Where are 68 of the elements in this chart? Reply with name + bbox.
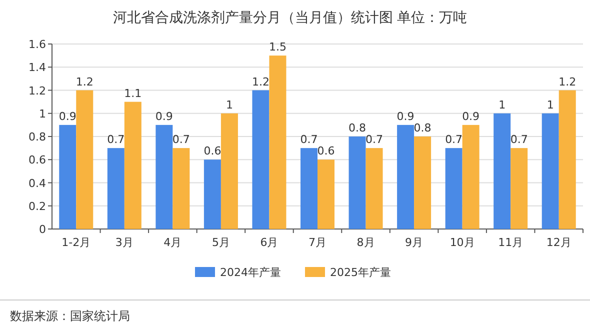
bar bbox=[318, 160, 334, 229]
bar bbox=[252, 90, 270, 229]
bar bbox=[269, 56, 286, 229]
data-label: 0.8 bbox=[348, 122, 366, 134]
x-tick-label: 6月 bbox=[260, 236, 278, 249]
source-note: 数据来源：国家统计局 bbox=[10, 309, 130, 323]
data-label: 0.9 bbox=[58, 110, 76, 123]
data-label: 1.1 bbox=[124, 86, 142, 100]
x-tick-label: 8月 bbox=[356, 236, 375, 249]
bar bbox=[107, 148, 124, 229]
bar bbox=[156, 124, 173, 229]
bar bbox=[445, 148, 462, 229]
data-label: 0.7 bbox=[300, 133, 318, 146]
data-label: 1 bbox=[226, 98, 233, 112]
y-tick-label: 1.2 bbox=[28, 84, 46, 98]
data-label: 0.7 bbox=[510, 133, 528, 146]
data-label: 0.6 bbox=[204, 144, 222, 158]
data-label: 0.9 bbox=[462, 110, 480, 123]
data-label: 0.6 bbox=[317, 144, 335, 158]
legend-label: 2025年产量 bbox=[330, 266, 391, 279]
y-tick-label: 0.4 bbox=[28, 176, 46, 190]
bar bbox=[558, 90, 576, 229]
x-tick-label: 11月 bbox=[498, 236, 524, 249]
data-label: 0.8 bbox=[414, 122, 432, 134]
data-label: 0.9 bbox=[155, 110, 173, 123]
data-label: 1.2 bbox=[252, 75, 270, 88]
bar bbox=[462, 124, 480, 229]
data-label: 1 bbox=[546, 98, 554, 112]
x-tick-label: 3月 bbox=[115, 236, 134, 249]
bar bbox=[348, 136, 366, 229]
bar bbox=[59, 124, 76, 229]
data-label: 0.9 bbox=[396, 110, 414, 123]
y-tick-label: 1 bbox=[39, 107, 46, 120]
x-tick-label: 10月 bbox=[450, 236, 475, 249]
data-label: 0.7 bbox=[366, 133, 384, 146]
x-tick-label: 7月 bbox=[308, 236, 326, 249]
y-tick-label: 0.8 bbox=[28, 130, 46, 144]
bar bbox=[366, 148, 383, 229]
x-tick-label: 5月 bbox=[212, 236, 230, 249]
bar bbox=[172, 148, 190, 229]
bar bbox=[76, 90, 94, 229]
bar bbox=[220, 113, 238, 229]
data-label: 0.7 bbox=[172, 133, 190, 146]
y-tick-label: 1.6 bbox=[28, 38, 46, 51]
y-tick-label: 0 bbox=[39, 223, 46, 236]
bar bbox=[397, 124, 414, 229]
x-tick-label: 12月 bbox=[546, 236, 572, 249]
y-tick-label: 0.2 bbox=[28, 200, 46, 213]
bar bbox=[510, 148, 528, 229]
x-tick-label: 1-2月 bbox=[62, 236, 91, 249]
bar bbox=[542, 113, 559, 229]
chart-title: 河北省合成洗涤剂产量分月（当月值）统计图 单位：万吨 bbox=[112, 10, 468, 26]
data-label: 0.7 bbox=[107, 133, 125, 146]
x-tick-label: 9月 bbox=[405, 236, 424, 249]
data-label: 1.2 bbox=[76, 75, 94, 88]
bar bbox=[494, 113, 511, 229]
data-label: 1 bbox=[498, 98, 506, 112]
bar bbox=[124, 102, 142, 229]
data-label: 1.2 bbox=[558, 75, 576, 88]
legend-label: 2024年产量 bbox=[220, 266, 281, 279]
bar bbox=[300, 148, 318, 229]
bar bbox=[204, 160, 221, 229]
y-tick-label: 0.6 bbox=[28, 154, 46, 167]
data-label: 1.5 bbox=[268, 40, 286, 54]
bar bbox=[414, 136, 432, 229]
x-tick-label: 4月 bbox=[164, 236, 182, 249]
y-tick-label: 1.4 bbox=[28, 61, 46, 74]
data-label: 0.7 bbox=[445, 133, 463, 146]
